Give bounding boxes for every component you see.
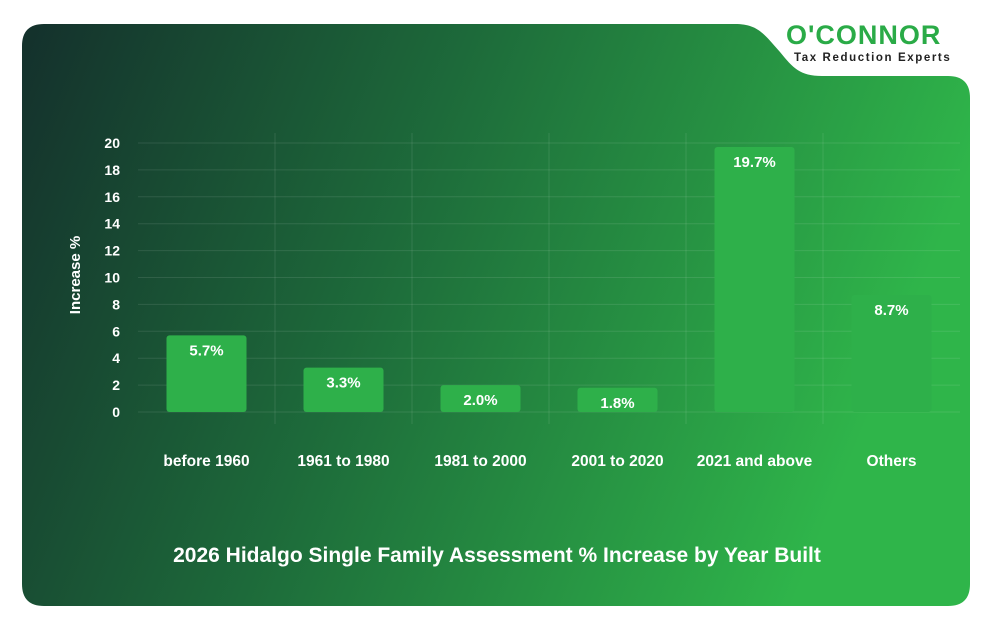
x-tick-label: 1961 to 1980 (297, 453, 389, 470)
card-background (22, 24, 970, 606)
x-tick-label: 2021 and above (697, 453, 813, 470)
y-axis-label: Increase % (67, 236, 84, 314)
y-tick-label: 0 (112, 404, 120, 420)
y-tick-label: 14 (104, 216, 120, 232)
data-label: 3.3% (326, 375, 360, 392)
x-tick-label: before 1960 (163, 453, 249, 470)
x-tick-label: 1981 to 2000 (434, 453, 526, 470)
y-tick-label: 12 (104, 243, 120, 259)
y-tick-label: 18 (104, 162, 120, 178)
y-tick-label: 20 (104, 135, 120, 151)
x-axis-ticks: before 1960 1961 to 1980 1981 to 2000 2001 … (163, 453, 916, 470)
brand-tagline: Tax Reduction Experts (794, 52, 952, 64)
x-tick-label: 2001 to 2020 (571, 453, 663, 470)
y-tick-label: 6 (112, 323, 120, 339)
gridlines (138, 133, 960, 424)
bar (166, 335, 247, 412)
y-tick-label: 2 (112, 377, 120, 393)
bar (440, 385, 521, 412)
y-tick-label: 8 (112, 296, 120, 312)
data-label: 8.7% (874, 302, 908, 319)
chart-title: 2026 Hidalgo Single Family Assessment % … (173, 544, 821, 567)
bar (577, 387, 658, 412)
brand-logo: O'CONNOR Tax Reduction Experts (760, 10, 990, 76)
bar (851, 294, 932, 412)
bars: 5.7% 3.3% 2.0% 1.8% 19.7% 8.7% (166, 147, 932, 412)
y-axis-ticks: 0 2 4 6 8 10 12 14 16 18 20 (104, 135, 120, 420)
data-label: 19.7% (733, 154, 776, 171)
brand-name: O'CONNOR (786, 20, 942, 50)
bar (303, 367, 384, 412)
data-label: 5.7% (189, 342, 223, 359)
data-label: 1.8% (600, 395, 634, 412)
y-tick-label: 16 (104, 189, 120, 205)
x-tick-label: Others (867, 453, 917, 470)
y-tick-label: 4 (112, 350, 120, 366)
y-tick-label: 10 (104, 270, 120, 286)
bar (714, 147, 795, 412)
data-label: 2.0% (463, 392, 497, 409)
